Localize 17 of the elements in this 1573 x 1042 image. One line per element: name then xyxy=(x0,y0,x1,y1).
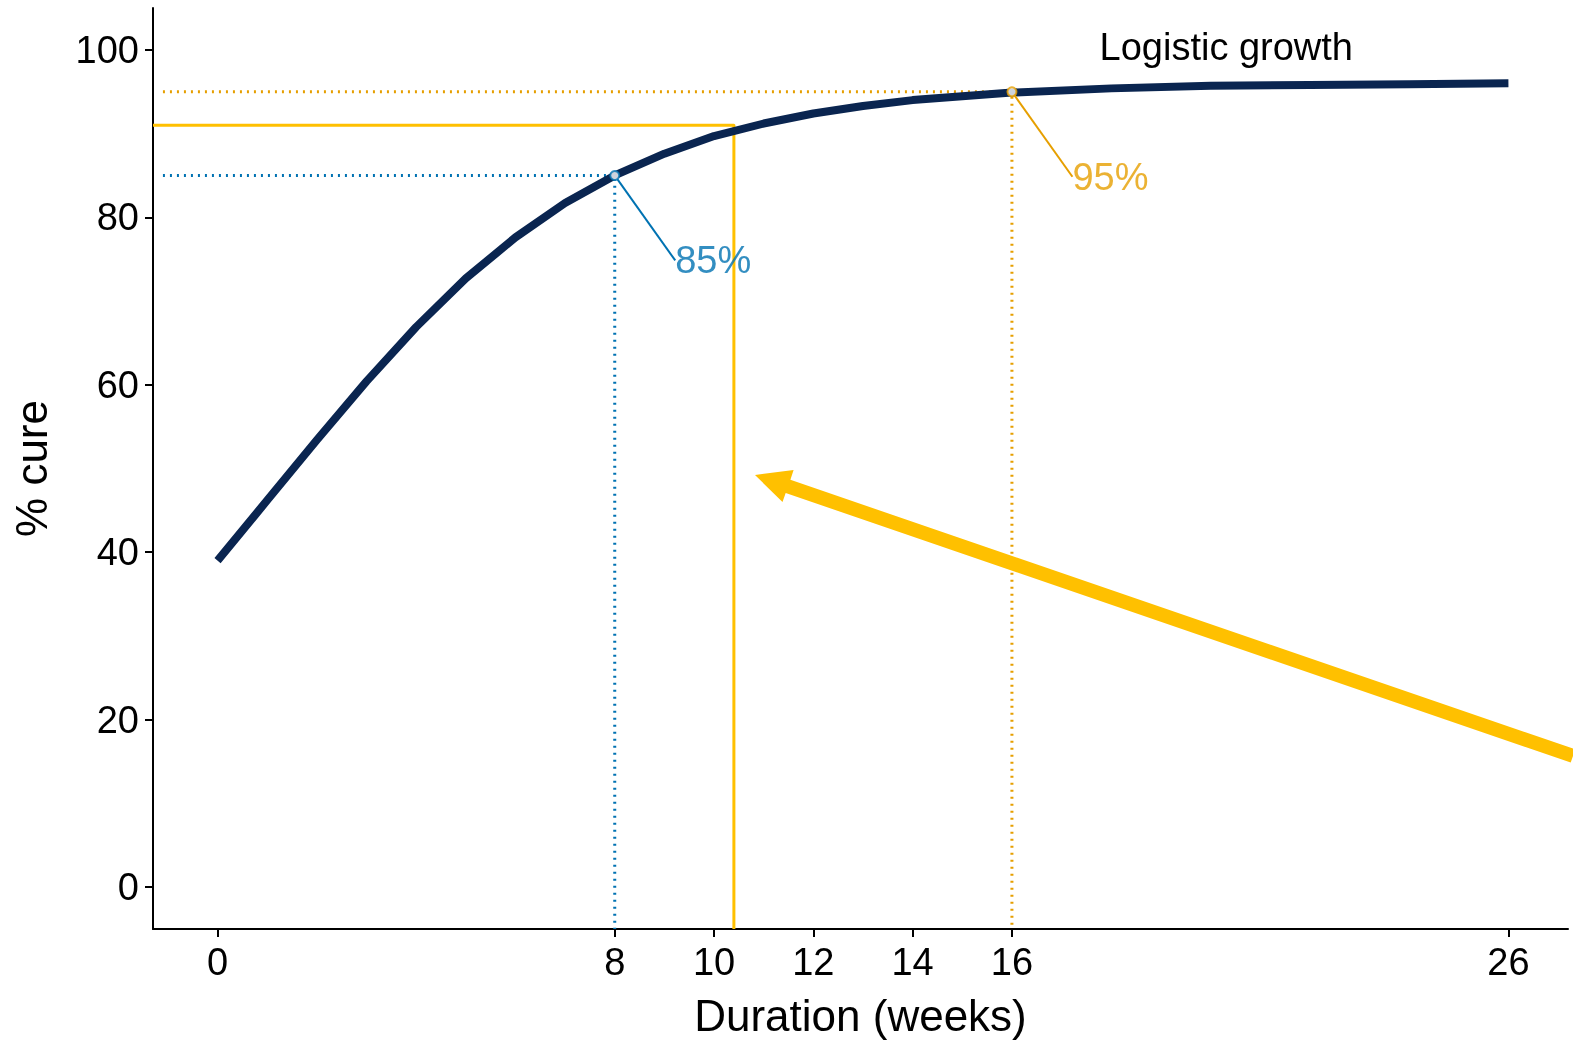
y-tick-label: 20 xyxy=(96,698,139,741)
y-tick-label: 80 xyxy=(96,196,139,239)
x-tick-label: 8 xyxy=(604,941,626,983)
y-axis-title: % cure xyxy=(6,400,56,537)
x-axis-title: Duration (weeks) xyxy=(694,990,1027,1040)
x-tick-label: 12 xyxy=(792,941,835,983)
annotation: Logistic growth xyxy=(1099,26,1354,68)
x-tick-label: 26 xyxy=(1487,941,1530,983)
x-tick-label: 16 xyxy=(990,941,1034,983)
y-tick-label: 60 xyxy=(96,363,139,406)
y-tick-label: 40 xyxy=(96,531,139,574)
y-tick-label: 100 xyxy=(75,28,139,71)
x-tick-label: 10 xyxy=(692,941,736,983)
x-tick-label: 14 xyxy=(891,941,934,983)
data-label: 95% xyxy=(1072,155,1149,198)
y-tick-label: 0 xyxy=(117,866,139,909)
x-tick-label: 0 xyxy=(206,941,229,983)
